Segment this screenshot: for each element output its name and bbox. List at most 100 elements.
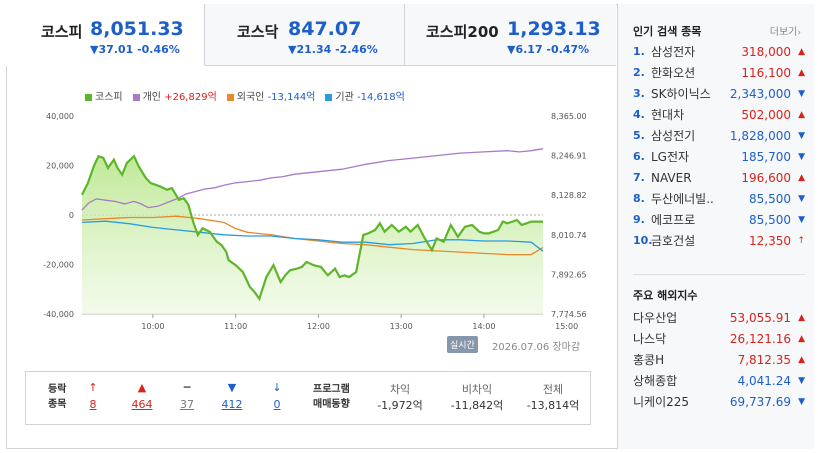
legend-kospi: 코스피 bbox=[85, 88, 123, 103]
market-date-status: 2026.07.06 장마감 bbox=[492, 338, 580, 353]
popular-item[interactable]: 1. 삼성전자 318,000 ▲ bbox=[633, 41, 805, 62]
legend-individual-swatch bbox=[132, 93, 140, 101]
tab-kospi[interactable]: 코스피 8,051.33 ▼37.01 -0.46% bbox=[6, 4, 205, 66]
market-date: 2026.07.06 bbox=[492, 342, 550, 353]
program-total-value: -13,814억 bbox=[526, 399, 580, 412]
global-index-title: 주요 해외지수 bbox=[633, 289, 698, 302]
down-triangle-icon: ▼ bbox=[798, 396, 805, 407]
stock-price: 196,600 bbox=[741, 170, 791, 185]
more-link-label: 더보기 bbox=[769, 27, 798, 38]
x-axis-tick: 11:00 bbox=[224, 322, 247, 331]
breadth-label: 등락 종목 bbox=[48, 382, 66, 412]
popular-item[interactable]: 3. SK하이닉스 2,343,000 ▼ bbox=[633, 83, 805, 104]
unchanged-count[interactable]: 37 bbox=[180, 398, 194, 411]
popular-item[interactable]: 4. 현대차 502,000 ▲ bbox=[633, 104, 805, 125]
down-triangle-icon: ▼ bbox=[798, 214, 805, 225]
breadth-label-line2: 종목 bbox=[48, 399, 67, 410]
stock-name: 한화오션 bbox=[651, 66, 696, 80]
stock-price: 185,700 bbox=[741, 149, 791, 164]
stock-price: 318,000 bbox=[741, 44, 791, 59]
stock-price: 502,000 bbox=[741, 107, 791, 122]
lower-limit-arrow-icon: ↓ bbox=[272, 381, 282, 394]
index-value: 53,055.91 bbox=[729, 310, 791, 325]
index-name: 상해종합 bbox=[633, 374, 678, 388]
fall-triangle-icon: ▼ bbox=[227, 381, 237, 394]
breadth-fall: ▼ 412 bbox=[217, 381, 247, 413]
rise-triangle-icon: ▲ bbox=[137, 381, 147, 394]
stock-name: NAVER bbox=[651, 170, 692, 185]
popular-item[interactable]: 10. 금호건설 12,350 ↑ bbox=[633, 230, 805, 251]
index-value: 4,041.24 bbox=[737, 373, 791, 388]
popular-item[interactable]: 6. LG전자 185,700 ▼ bbox=[633, 146, 805, 167]
popular-item[interactable]: 5. 삼성전기 1,828,000 ▼ bbox=[633, 125, 805, 146]
market-main-panel: 코스피 8,051.33 ▼37.01 -0.46% 코스닥 847.07 ▼2… bbox=[6, 4, 616, 449]
y-axis-right-tick: 7,774.56 bbox=[551, 310, 587, 319]
realtime-badge[interactable]: 실시간 bbox=[447, 336, 478, 353]
lower-limit-count[interactable]: 0 bbox=[273, 398, 281, 411]
breadth-upper-limit: ↑ 8 bbox=[82, 381, 104, 413]
tab-kospi200[interactable]: 코스피200 1,293.13 ▼6.17 -0.47% bbox=[405, 4, 616, 66]
rank-number: 8. bbox=[633, 192, 645, 205]
y-axis-left-tick: 0 bbox=[69, 211, 74, 220]
popular-item[interactable]: 7. NAVER 196,600 ▲ bbox=[633, 167, 805, 188]
series-line-institution bbox=[81, 220, 544, 252]
x-axis-tick: 13:00 bbox=[390, 322, 413, 331]
breadth-rise: ▲ 464 bbox=[127, 381, 157, 413]
legend-foreign-label: 외국인 bbox=[236, 92, 265, 103]
tab-kosdaq[interactable]: 코스닥 847.07 ▼21.34 -2.46% bbox=[205, 4, 405, 66]
legend-institution: 기관 -14,618억 bbox=[325, 88, 405, 103]
up-triangle-icon: ▲ bbox=[798, 172, 805, 183]
rise-count[interactable]: 464 bbox=[131, 398, 153, 411]
index-name: 다우산업 bbox=[633, 311, 678, 325]
legend-institution-label: 기관 bbox=[335, 92, 354, 103]
y-axis-right-tick: 8,128.82 bbox=[551, 191, 587, 200]
global-index-item[interactable]: 니케이225 69,737.69 ▼ bbox=[633, 391, 805, 412]
y-axis-right-tick: 7,892.65 bbox=[551, 270, 587, 279]
rank-number: 1. bbox=[633, 45, 645, 58]
global-index-item[interactable]: 나스닥 26,121.16 ▲ bbox=[633, 328, 805, 349]
rank-number: 10. bbox=[633, 234, 653, 247]
y-axis-left-tick: -40,000 bbox=[43, 310, 74, 319]
rank-number: 7. bbox=[633, 171, 645, 184]
stock-price: 116,100 bbox=[741, 65, 791, 80]
index-value: 69,737.69 bbox=[729, 394, 791, 409]
tab-kosdaq-name: 코스닥 bbox=[237, 23, 279, 41]
popular-item[interactable]: 9. 에코프로 85,500 ▼ bbox=[633, 209, 805, 230]
down-triangle-icon: ▼ bbox=[798, 151, 805, 162]
global-index-item[interactable]: 상해종합 4,041.24 ▼ bbox=[633, 370, 805, 391]
tab-kospi-value: 8,051.33 bbox=[90, 18, 184, 40]
program-non-arbitrage: 비차익 -11,842억 bbox=[444, 382, 510, 414]
stock-name: 두산에너빌.. bbox=[651, 192, 714, 206]
program-label-line2: 매매동향 bbox=[313, 399, 350, 410]
popular-item[interactable]: 2. 한화오션 116,100 ▲ bbox=[633, 62, 805, 83]
sidebar: 인기 검색 종목 더보기› 1. 삼성전자 318,000 ▲ 2. 한화오션 116,10… bbox=[617, 4, 814, 449]
index-value: 26,121.16 bbox=[729, 331, 791, 346]
rank-number: 9. bbox=[633, 213, 645, 226]
upper-limit-count[interactable]: 8 bbox=[89, 398, 97, 411]
global-index-item[interactable]: 홍콩H 7,812.35 ▲ bbox=[633, 349, 805, 370]
series-line-kospi bbox=[81, 154, 543, 302]
more-link[interactable]: 더보기› bbox=[770, 23, 801, 38]
program-label: 프로그램 매매동향 bbox=[313, 382, 350, 412]
stock-name: 삼성전자 bbox=[651, 45, 696, 59]
y-axis-left-tick: 20,000 bbox=[46, 162, 74, 171]
unchanged-dash-icon: ━ bbox=[183, 381, 191, 394]
stock-price: 85,500 bbox=[749, 191, 791, 206]
program-arbitrage: 차익 -1,972억 bbox=[370, 382, 430, 414]
global-index-item[interactable]: 다우산업 53,055.91 ▲ bbox=[633, 307, 805, 328]
legend-individual: 개인 +26,829억 bbox=[132, 88, 217, 103]
index-tabs: 코스피 8,051.33 ▼37.01 -0.46% 코스닥 847.07 ▼2… bbox=[6, 4, 616, 66]
popular-item[interactable]: 8. 두산에너빌.. 85,500 ▼ bbox=[633, 188, 805, 209]
tab-kospi200-name: 코스피200 bbox=[426, 23, 499, 41]
y-axis-right-tick: 8,365.00 bbox=[551, 112, 587, 121]
up-triangle-icon: ▲ bbox=[798, 312, 805, 323]
y-axis-right-tick: 8,246.91 bbox=[551, 152, 587, 161]
stock-name: LG전자 bbox=[651, 150, 690, 164]
fall-count[interactable]: 412 bbox=[221, 398, 243, 411]
up-triangle-icon: ▲ bbox=[798, 109, 805, 120]
up-triangle-icon: ▲ bbox=[798, 354, 805, 365]
intraday-chart: 40,000 20,000 0 -20,000 -40,000 8,365.00 8,246… bbox=[43, 112, 587, 331]
tab-kosdaq-change: ▼21.34 -2.46% bbox=[288, 43, 378, 56]
upper-limit-arrow-icon: ↑ bbox=[88, 381, 98, 394]
tab-kospi200-change: ▼6.17 -0.47% bbox=[507, 43, 590, 56]
